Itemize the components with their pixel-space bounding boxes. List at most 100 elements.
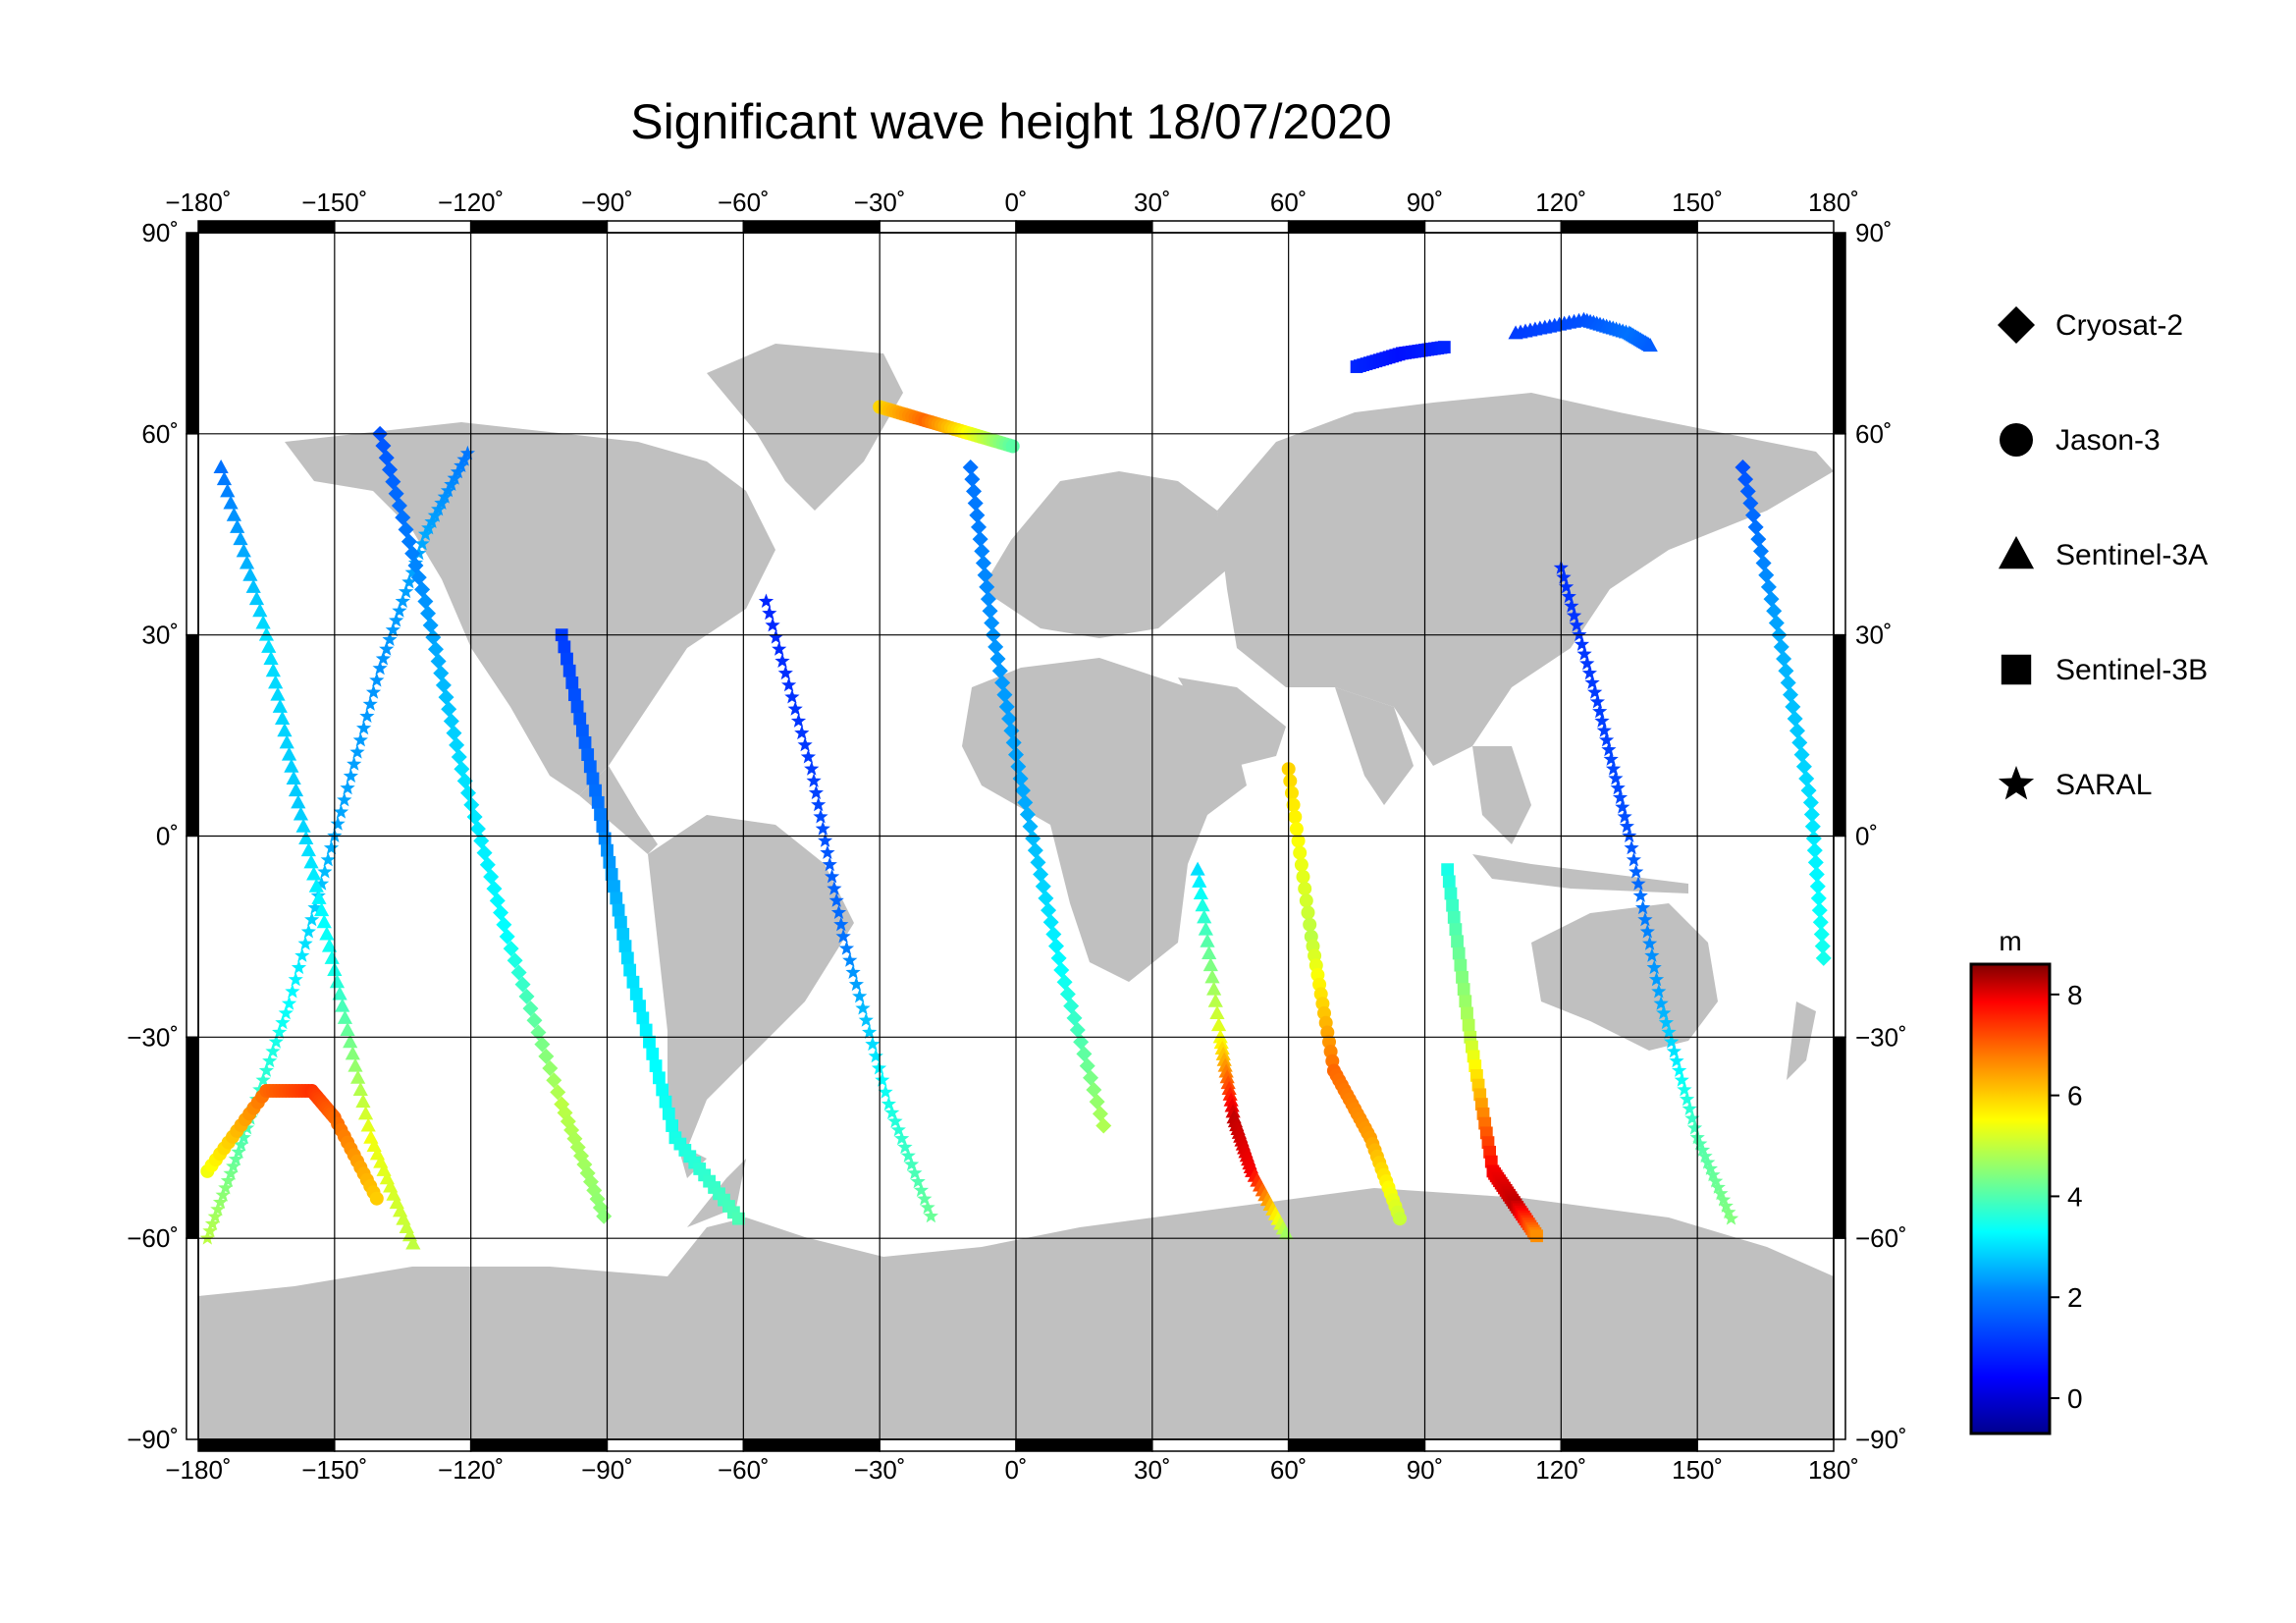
track-point: [1069, 1022, 1086, 1039]
colorbar-unit: m: [1999, 926, 2021, 956]
track-point: [261, 638, 277, 653]
track-point: [1658, 1014, 1674, 1030]
track-point: [421, 519, 437, 535]
track-point: [583, 760, 597, 774]
lon-tick-label: 0˚: [1004, 188, 1027, 217]
track-point: [800, 749, 817, 764]
track-point: [1035, 878, 1051, 894]
track-point: [321, 938, 338, 952]
track-point: [369, 1191, 384, 1206]
track-point: [496, 916, 512, 933]
track-point: [982, 603, 998, 620]
track-point: [1459, 995, 1472, 1008]
track-point: [833, 916, 849, 932]
track-point: [774, 653, 790, 668]
lon-tick-label: 60˚: [1270, 188, 1308, 217]
track-point: [1393, 1212, 1407, 1226]
track-point: [489, 893, 506, 909]
track-point: [1202, 957, 1218, 972]
frame-segment: [197, 1438, 336, 1452]
track-point: [1750, 531, 1767, 548]
track-point: [534, 1036, 551, 1053]
track-point: [1813, 926, 1830, 943]
track-point: [1708, 1173, 1724, 1188]
lon-tick-label: 30˚: [1134, 1455, 1171, 1485]
track-point: [573, 712, 587, 726]
track-point: [1461, 1006, 1473, 1020]
track-point: [414, 581, 431, 598]
colorbar-ticks: 8 6 4 2 0: [2050, 980, 2083, 1414]
lon-tick-label: −90˚: [581, 1455, 633, 1485]
track-point: [431, 501, 447, 516]
track-point: [207, 1209, 223, 1223]
track-point: [1213, 1035, 1229, 1050]
lon-tick-label: 90˚: [1407, 188, 1444, 217]
track-point: [1780, 675, 1796, 691]
track-point: [1776, 651, 1792, 668]
track-point: [1589, 693, 1605, 709]
track-point: [1804, 818, 1821, 835]
track-point: [263, 651, 279, 666]
track-point: [1530, 1229, 1543, 1243]
track-point: [852, 988, 868, 1003]
track-point: [236, 543, 251, 558]
track-point: [1594, 713, 1610, 728]
lon-tick-label: 120˚: [1535, 1455, 1586, 1485]
track-point: [288, 971, 303, 987]
track-point: [1592, 703, 1608, 719]
track-point: [343, 1034, 358, 1049]
frame-segment: [1833, 1237, 1846, 1440]
track-point: [1716, 1192, 1732, 1207]
track-point: [314, 876, 330, 891]
track-point: [979, 578, 995, 595]
track-point: [659, 1095, 672, 1109]
track-point: [1027, 842, 1043, 859]
track-point: [974, 543, 990, 560]
track-point: [1661, 1024, 1677, 1039]
track-point: [1442, 875, 1456, 889]
track-point: [1010, 758, 1027, 775]
track-point: [414, 536, 430, 551]
track-point: [1066, 1009, 1083, 1026]
track-point: [1677, 1082, 1692, 1097]
track-point: [626, 975, 640, 989]
track-point: [479, 856, 496, 873]
track-point: [268, 1034, 284, 1049]
track-point: [845, 964, 861, 979]
track-point: [842, 952, 858, 967]
track-point: [1556, 569, 1572, 584]
track-point: [382, 631, 398, 646]
track-point: [1223, 1092, 1239, 1107]
track-point: [365, 684, 382, 699]
track-point: [1697, 1148, 1713, 1163]
track-point: [291, 959, 307, 975]
track-point: [991, 663, 1008, 679]
frame-segment: [1696, 220, 1835, 234]
track-point: [294, 947, 310, 962]
track-point: [1454, 958, 1468, 972]
track-point: [1204, 969, 1220, 984]
track-point: [298, 830, 314, 844]
track-point: [242, 567, 258, 581]
track-point: [558, 640, 571, 654]
frame-segment: [1287, 1438, 1426, 1452]
track-point: [1686, 1120, 1703, 1135]
lat-tick-label: 0˚: [156, 822, 179, 851]
track-point: [1197, 909, 1212, 924]
track-point: [1457, 983, 1470, 996]
track-point: [972, 531, 988, 548]
track-point: [610, 892, 623, 905]
track-point: [777, 665, 793, 680]
track-point: [825, 869, 840, 884]
lon-tick-label: 0˚: [1004, 1455, 1027, 1485]
track-point: [262, 1053, 278, 1068]
track-point: [1569, 617, 1584, 632]
india: [1335, 687, 1414, 805]
track-point: [1079, 1057, 1095, 1074]
track-point: [649, 1059, 663, 1072]
track-point: [1303, 917, 1317, 932]
track-point: [286, 770, 301, 784]
track-point: [493, 904, 509, 921]
track-point: [1462, 1018, 1475, 1032]
frame-segment: [879, 220, 1017, 234]
